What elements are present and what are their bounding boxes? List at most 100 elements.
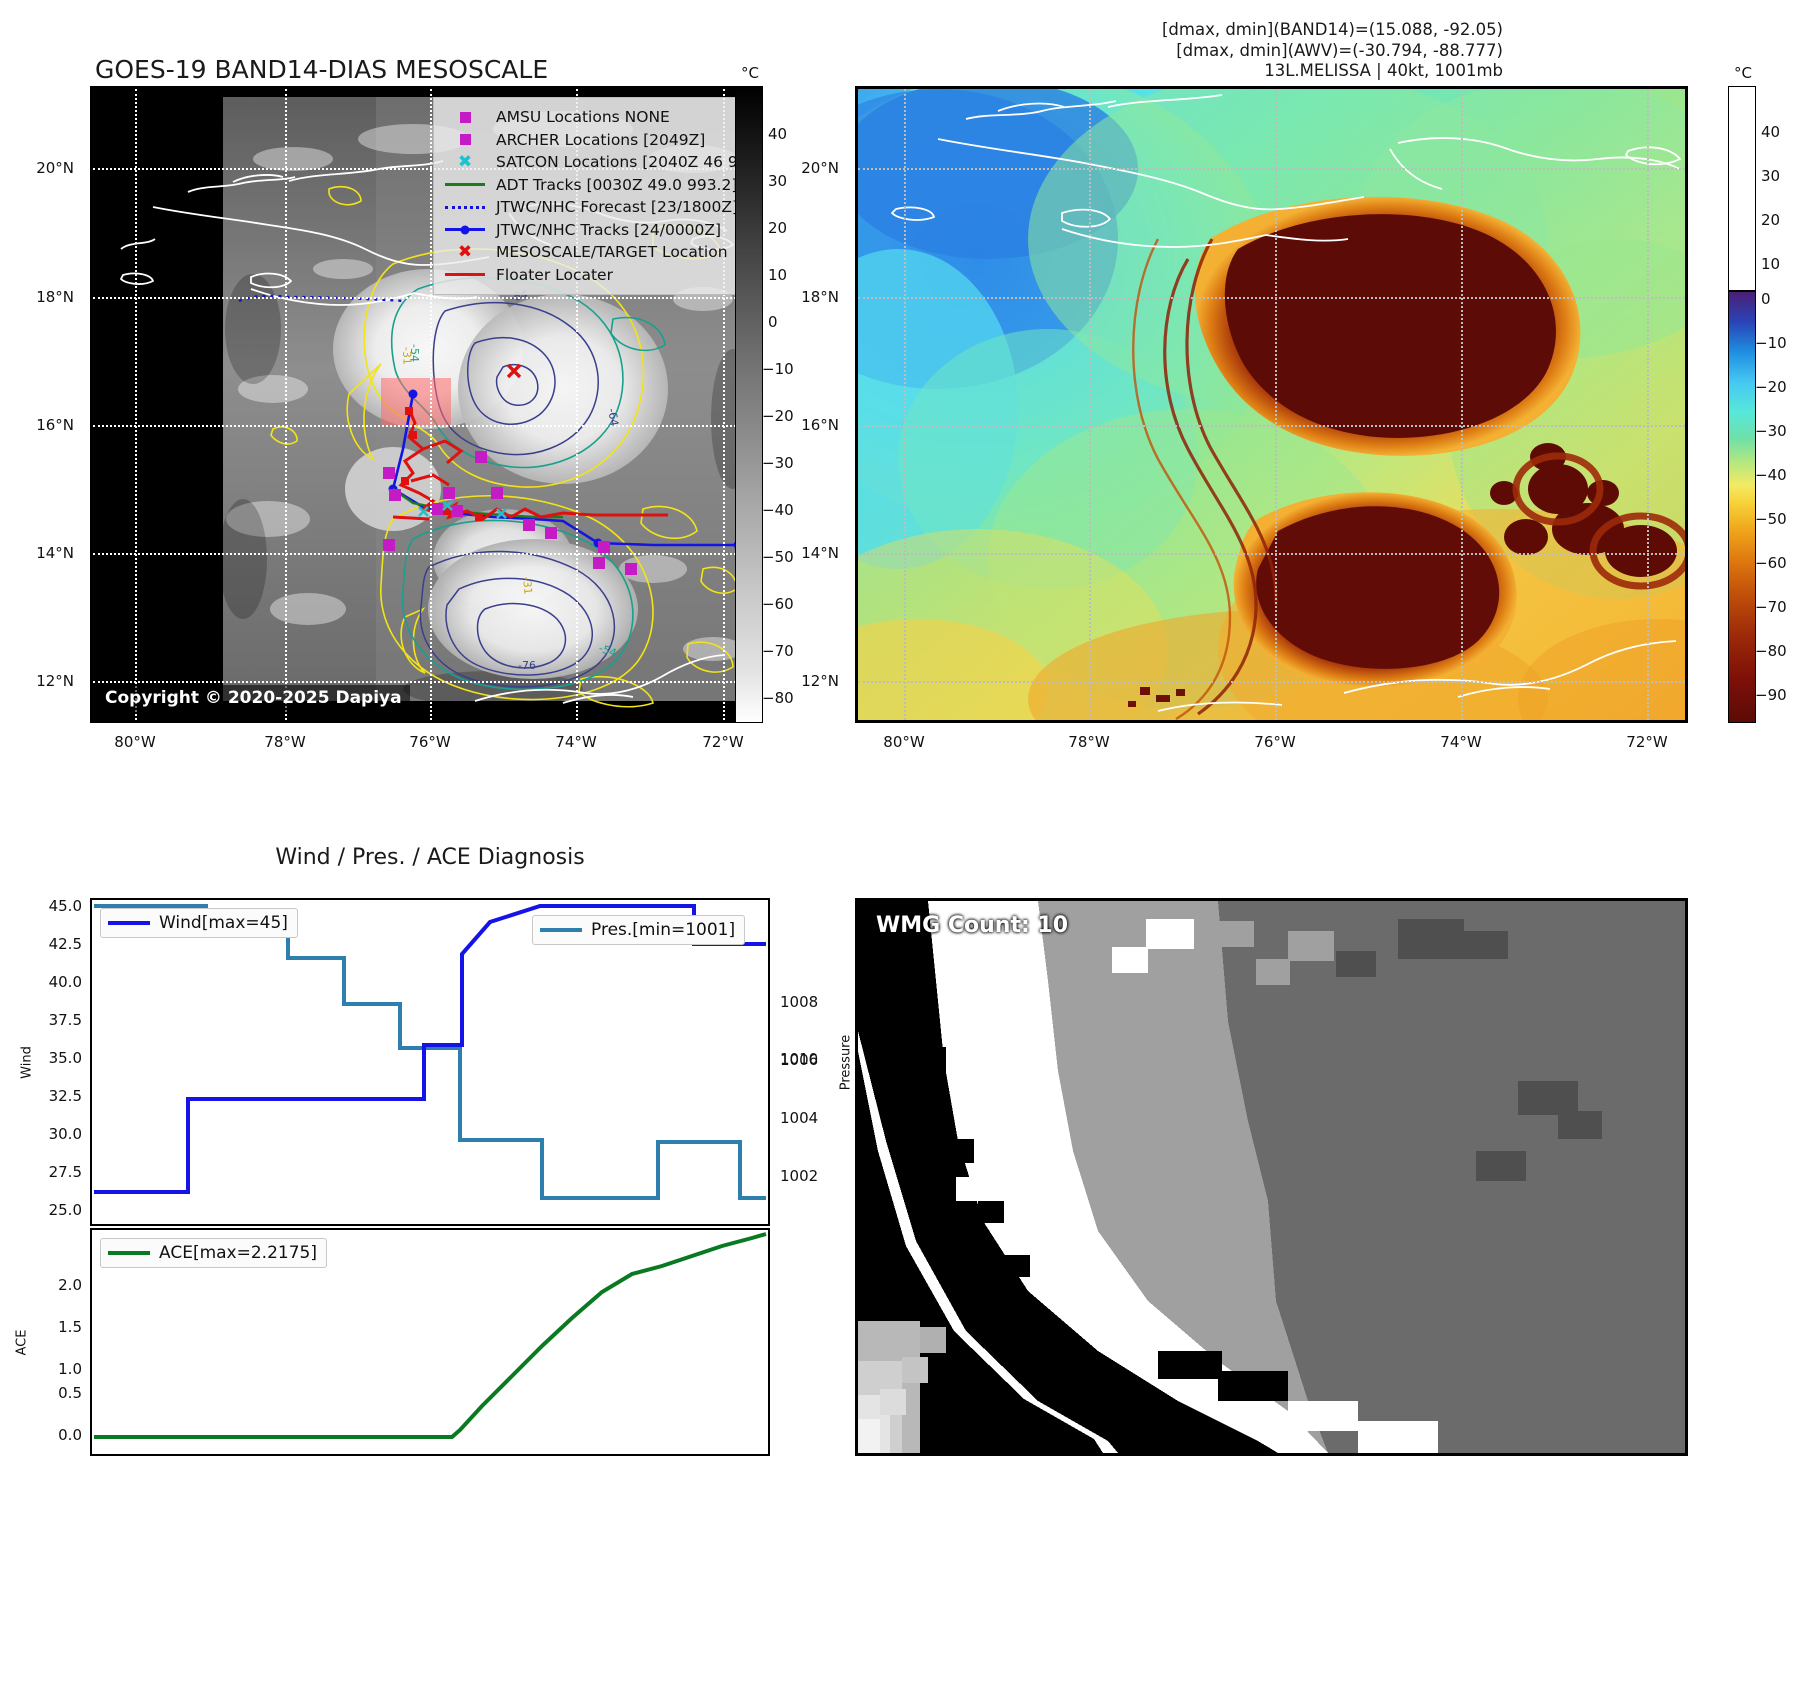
wind-ytick: 37.5 [48, 1011, 82, 1029]
awv-cbtick: −70 [1755, 598, 1787, 616]
band14-ytick: 14°N [36, 544, 74, 562]
awv-cbtick: −40 [1755, 466, 1787, 484]
svg-text:-76: -76 [518, 659, 536, 672]
ace-ytick: 0.5 [58, 1384, 82, 1402]
band14-map-canvas: -64 -64 -76 -31 -31 -54 -54 [93, 89, 740, 720]
legend-label: JTWC/NHC Forecast [23/1800Z] [496, 198, 739, 217]
legend-label: ADT Tracks [0030Z 49.0 993.2] [496, 175, 738, 194]
jtwc-nhc-forecast-track [238, 294, 406, 303]
wind-line-swatch [108, 921, 150, 925]
gridline-lon-76w [430, 89, 432, 720]
band14-cbtick: −40 [762, 501, 794, 519]
band14-cbtick: −80 [762, 689, 794, 707]
legend-label: JTWC/NHC Tracks [24/0000Z] [496, 220, 722, 239]
band14-satellite-panel[interactable]: -64 -64 -76 -31 -31 -54 -54 [90, 86, 743, 723]
band14-ytick: 20°N [36, 159, 74, 177]
header-stat-band14: [dmax, dmin](BAND14)=(15.088, -92.05) [1161, 20, 1503, 39]
archer-square-icon [442, 134, 488, 146]
wmg-classification-panel[interactable]: WMG Count: 10 [855, 898, 1688, 1456]
floater-line-icon [442, 273, 488, 277]
floater-locater-markers [401, 407, 483, 521]
awv-cbtick: 30 [1761, 167, 1781, 185]
svg-text:-31: -31 [400, 347, 414, 365]
band14-ytick: 12°N [36, 672, 74, 690]
legend-label: ARCHER Locations [2049Z] [496, 130, 706, 149]
wmg-canvas: WMG Count: 10 [858, 901, 1685, 1453]
pressure-ytick: 1006 [780, 1051, 819, 1069]
awv-ytick: 18°N [801, 288, 839, 306]
awv-satellite-panel[interactable] [855, 86, 1688, 723]
legend-label: AMSU Locations NONE [496, 108, 670, 127]
ace-ytick: 1.5 [58, 1318, 82, 1336]
wind-ytick: 27.5 [48, 1163, 82, 1181]
band14-xtick: 78°W [264, 733, 306, 751]
page-title-line1: GOES-19 BAND14-DIAS MESOSCALE [95, 55, 549, 84]
band14-colorbar [735, 86, 763, 723]
pressure-line [94, 904, 766, 1200]
pressure-legend: Pres.[min=1001] [532, 915, 746, 945]
awv-cbtick: −10 [1755, 334, 1787, 352]
legend-item: JTWC/NHC Forecast [23/1800Z] [442, 196, 739, 219]
wind-ytick: 25.0 [48, 1201, 82, 1219]
pressure-ytick: 1010 [780, 1050, 819, 1068]
legend-item: Floater Locater [442, 264, 736, 287]
awv-cbtick: 10 [1761, 255, 1781, 273]
mesoscale-target-marker[interactable] [506, 363, 522, 379]
awv-cbtick: −30 [1755, 422, 1787, 440]
svg-text:-54: -54 [597, 642, 618, 660]
legend-item: ARCHER Locations [2049Z] [442, 129, 736, 152]
legend-label: SATCON Locations [2040Z 46 994] [496, 153, 740, 172]
awv-cbtick: −60 [1755, 554, 1787, 572]
wind-pressure-series [94, 904, 766, 1200]
band14-legend: AMSU Locations NONE ARCHER Locations [20… [433, 97, 740, 295]
gridline-lon-76w [1275, 89, 1277, 720]
legend-item: ✖ MESOSCALE/TARGET Location [442, 241, 736, 264]
band14-ytick: 16°N [36, 416, 74, 434]
band14-cbtick: −30 [762, 454, 794, 472]
legend-label: Floater Locater [496, 265, 613, 284]
floater-locater-box [381, 378, 451, 426]
band14-ytick: 18°N [36, 288, 74, 306]
gridline-lon-80w [904, 89, 906, 720]
amsu-square-icon [442, 111, 488, 123]
band14-cbtick: 30 [768, 172, 788, 190]
awv-xtick: 72°W [1626, 733, 1668, 751]
wind-legend-label: Wind[max=45] [159, 913, 288, 933]
awv-imagery [858, 89, 1685, 720]
band14-cbtick: 0 [768, 313, 778, 331]
pressure-legend-label: Pres.[min=1001] [591, 920, 736, 940]
pressure-axis-label: Pressure [838, 1034, 854, 1091]
gridline-lon-78w [1089, 89, 1091, 720]
awv-cbtick: 40 [1761, 123, 1781, 141]
ace-ytick: 0.0 [58, 1426, 82, 1444]
copyright-notice: Copyright © 2020-2025 Dapiya [99, 685, 410, 712]
gridline-lon-72w [1647, 89, 1649, 720]
awv-xtick: 78°W [1068, 733, 1110, 751]
header-storm-summary: 13L.MELISSA | 40kt, 1001mb [1264, 61, 1503, 80]
gridline-lon-74w [576, 89, 578, 720]
gridline-lon-78w [285, 89, 287, 720]
ace-axis-label: ACE [14, 1329, 30, 1356]
ace-chart[interactable]: ACE[max=2.2175] [90, 1228, 770, 1456]
gridline-lat-20n [93, 168, 740, 170]
awv-colorbar-unit: °C [1734, 64, 1752, 82]
header-stats: [dmax, dmin](BAND14)=(15.088, -92.05) [d… [1162, 20, 1503, 82]
gridline-lat-18n [93, 297, 740, 299]
awv-cbtick: −90 [1755, 686, 1787, 704]
archer-location-markers [383, 451, 637, 575]
track-line-dot-icon [442, 228, 488, 232]
ace-legend-label: ACE[max=2.2175] [159, 1243, 317, 1263]
legend-item: ✖ SATCON Locations [2040Z 46 994] [442, 151, 740, 174]
satcon-x-icon: ✖ [457, 151, 473, 172]
awv-ytick: 20°N [801, 159, 839, 177]
adt-line-icon [442, 183, 488, 187]
awv-ytick: 14°N [801, 544, 839, 562]
awv-map-canvas [858, 89, 1685, 720]
awv-cbtick: 20 [1761, 211, 1781, 229]
band14-cbtick: −50 [762, 548, 794, 566]
awv-cbtick: 0 [1761, 290, 1771, 308]
awv-xtick: 80°W [883, 733, 925, 751]
wind-pressure-chart[interactable]: Wind[max=45] Pres.[min=1001] [90, 898, 770, 1226]
gridline-lat-16n [93, 425, 740, 427]
legend-item: ADT Tracks [0030Z 49.0 993.2] [442, 174, 738, 197]
